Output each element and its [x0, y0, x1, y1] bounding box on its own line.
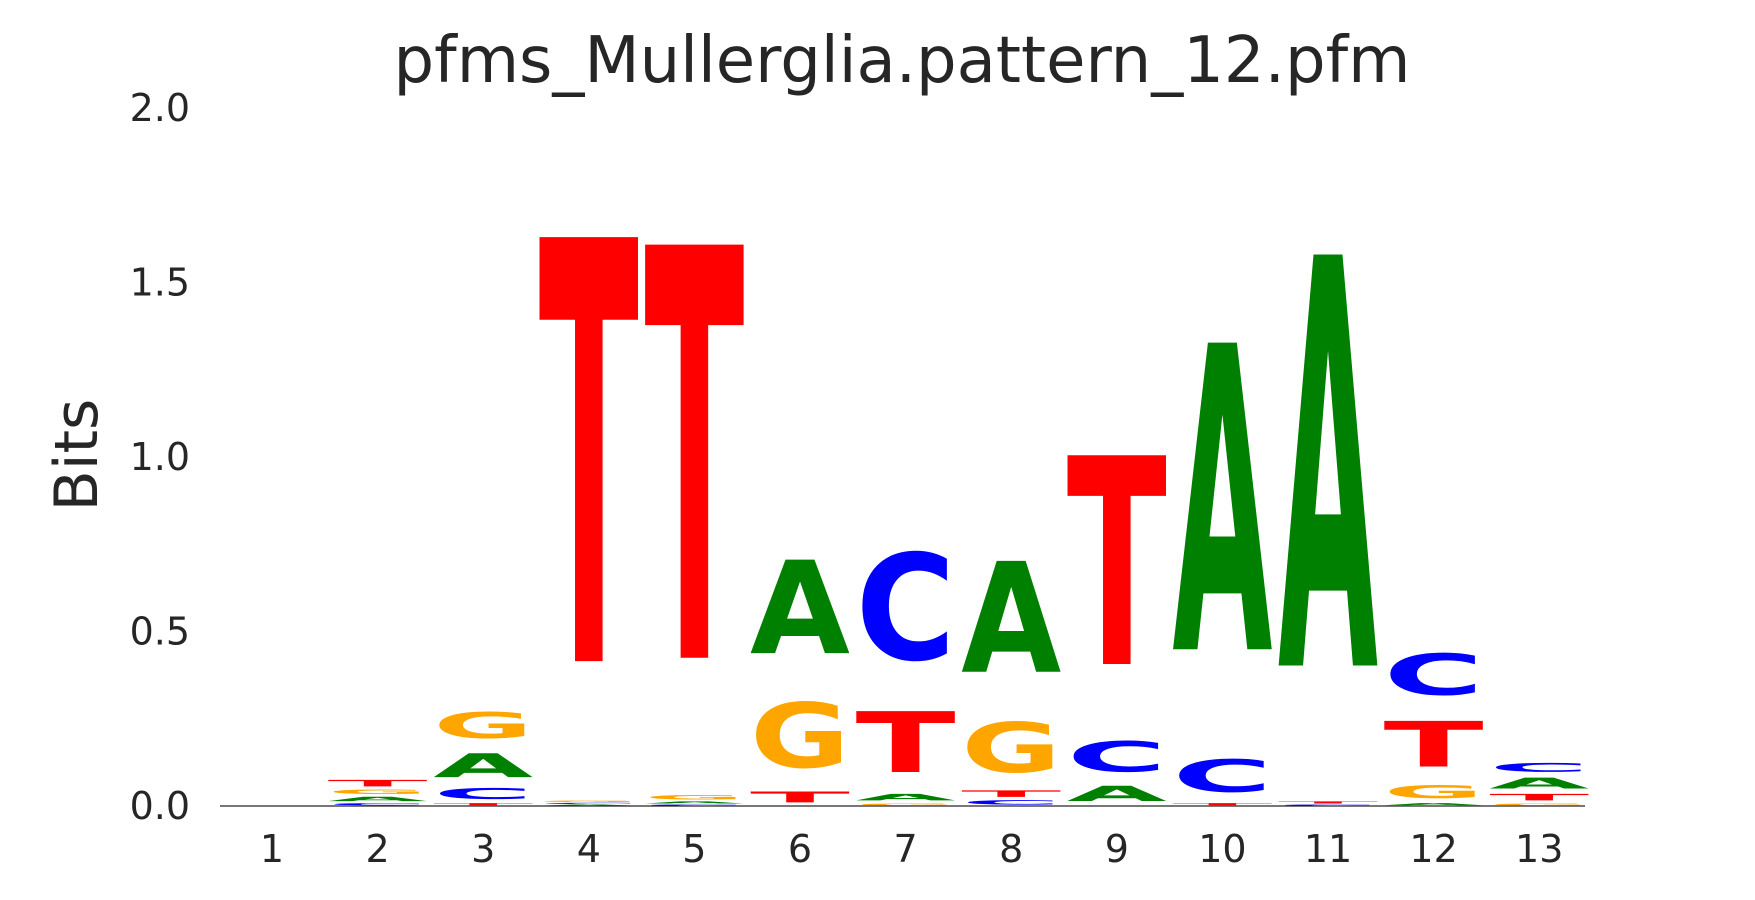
- logo-letter-A: A: [1278, 143, 1379, 799]
- y-axis-label: Bits: [42, 399, 112, 512]
- logo-letter-C: C: [1172, 750, 1272, 802]
- x-tick-label: 12: [1409, 827, 1457, 871]
- logo-letter-T: T: [961, 789, 1061, 799]
- logo-letter-C: C: [1489, 761, 1589, 775]
- x-tick-label: 5: [682, 827, 706, 871]
- y-axis: 0.0 0.5 1.0 1.5 2.0: [130, 86, 190, 828]
- logo-letter-T: T: [1384, 708, 1484, 781]
- logo-letter-T: T: [1067, 398, 1167, 732]
- x-tick-label: 9: [1105, 827, 1129, 871]
- y-tick-label: 1.5: [130, 261, 190, 305]
- logo-letter-T: T: [539, 122, 640, 799]
- chart-title: pfms_Mullerglia.pattern_12.pfm: [394, 24, 1411, 98]
- logo-letter-C: C: [1067, 733, 1167, 782]
- logo-letter-G: G: [539, 801, 639, 803]
- x-tick-label: 10: [1198, 827, 1246, 871]
- x-tick-label: 11: [1304, 827, 1352, 871]
- y-tick-label: 2.0: [130, 86, 190, 130]
- logo-letter-C: C: [856, 525, 956, 695]
- logo-letter-G: G: [1489, 803, 1589, 806]
- logo-letter-T: T: [644, 132, 745, 792]
- logo-letter-A: A: [1384, 803, 1484, 806]
- x-tick-label: 13: [1515, 827, 1563, 871]
- x-axis: 1 2 3 4 5 6 7 8 9 10 11 12 13: [260, 827, 1563, 871]
- logo-letter-T: T: [1278, 801, 1378, 804]
- letter-stacks: CAGTTCAGACGTCAGTTGAGATCCTGAACTTCACTAAGTC…: [328, 122, 1590, 806]
- logo-letter-C: C: [433, 785, 533, 802]
- y-tick-label: 0.5: [130, 610, 190, 654]
- logo-letter-C: C: [961, 799, 1061, 806]
- x-tick-label: 3: [471, 827, 495, 871]
- logo-letter-A: A: [328, 796, 428, 803]
- x-tick-label: 6: [788, 827, 812, 871]
- logo-letter-A: A: [856, 792, 956, 802]
- x-tick-label: 4: [577, 827, 601, 871]
- x-tick-label: 8: [999, 827, 1023, 871]
- logo-letter-G: G: [433, 705, 533, 746]
- logo-letter-A: A: [1489, 775, 1589, 792]
- x-tick-label: 7: [894, 827, 918, 871]
- logo-letter-T: T: [328, 778, 428, 788]
- logo-letter-T: T: [750, 789, 850, 806]
- logo-letter-C: C: [539, 803, 639, 805]
- logo-letter-T: T: [1172, 803, 1272, 806]
- x-tick-label: 1: [260, 827, 284, 871]
- logo-letter-G: G: [1384, 782, 1484, 803]
- x-tick-label: 2: [366, 827, 390, 871]
- logo-letter-C: C: [1384, 642, 1484, 708]
- logo-letter-C: C: [1278, 804, 1378, 806]
- logo-letter-A: A: [750, 535, 850, 683]
- logo-letter-A: A: [433, 747, 533, 785]
- logo-letter-G: G: [644, 794, 744, 801]
- logo-letter-A: A: [644, 801, 744, 804]
- logo-letter-C: C: [644, 804, 744, 806]
- logo-letter-G: G: [961, 709, 1061, 789]
- logo-letter-A: A: [1172, 260, 1273, 749]
- logo-letter-C: C: [328, 803, 428, 806]
- logo-letter-G: G: [856, 803, 956, 806]
- logo-letter-T: T: [1489, 792, 1589, 802]
- logo-letter-A: A: [1067, 782, 1168, 806]
- logo-letter-T: T: [433, 803, 533, 806]
- logo-letter-T: T: [856, 695, 956, 792]
- y-tick-label: 0.0: [130, 784, 190, 828]
- logo-letter-A: A: [961, 532, 1061, 709]
- logo-letter-G: G: [328, 789, 428, 796]
- logo-letter-G: G: [750, 685, 850, 789]
- logo-letter-A: A: [539, 804, 639, 806]
- y-tick-label: 1.0: [130, 435, 190, 479]
